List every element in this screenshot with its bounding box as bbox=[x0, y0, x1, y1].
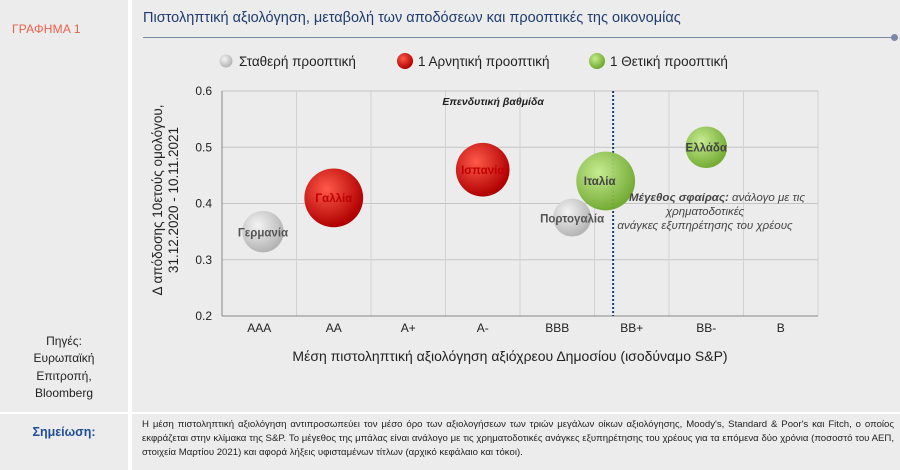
legend-marker bbox=[219, 54, 233, 68]
bubble bbox=[304, 168, 364, 228]
bubble-label: Ελλάδα bbox=[686, 142, 727, 154]
column-gap bbox=[128, 0, 132, 470]
divider bbox=[0, 412, 900, 414]
bubble-label: Ιταλία bbox=[584, 176, 616, 188]
x-tick-label: A- bbox=[477, 321, 489, 335]
x-tick-label: AAA bbox=[247, 321, 271, 335]
y-tick-label: 0.5 bbox=[195, 140, 212, 154]
bubble-label: Ισπανία bbox=[461, 165, 504, 177]
y-tick-label: 0.3 bbox=[195, 253, 212, 267]
sources-text: Πηγές: Ευρωπαϊκή Επιτροπή, Bloomberg bbox=[33, 334, 95, 401]
bubble-label: Γαλλία bbox=[315, 193, 352, 205]
title-rule-dot bbox=[891, 34, 898, 41]
x-tick-label: BB- bbox=[696, 321, 716, 335]
bubble bbox=[455, 142, 510, 197]
x-tick-label: BB+ bbox=[620, 321, 643, 335]
note-label: Σημείωση: bbox=[32, 425, 96, 439]
note-text: Η μέση πιστοληπτική αξιολόγηση αντιπροσω… bbox=[142, 419, 894, 459]
bubble bbox=[553, 198, 592, 237]
y-axis-title: Δ απόδοσης 10ετούς ομολόγου,31.12.2020 -… bbox=[150, 104, 181, 295]
figure-label: ΓΡΑΦΗΜΑ 1 bbox=[12, 22, 81, 36]
legend-marker bbox=[589, 53, 605, 69]
x-tick-label: B bbox=[777, 321, 785, 335]
bubble bbox=[576, 151, 636, 211]
y-tick-label: 0.4 bbox=[195, 197, 212, 211]
chart-title: Πιστοληπτική αξιολόγηση, μεταβολή των απ… bbox=[143, 10, 681, 26]
bubble bbox=[242, 210, 284, 253]
note-left-panel bbox=[0, 414, 128, 470]
x-tick-label: A+ bbox=[401, 321, 416, 335]
chart-panel bbox=[132, 0, 900, 412]
y-tick-label: 0.6 bbox=[195, 84, 212, 98]
y-tick-label: 0.2 bbox=[195, 309, 212, 323]
legend-label: 1 Αρνητική προοπτική bbox=[418, 54, 550, 69]
bubble bbox=[685, 126, 728, 169]
x-axis-title: Μέση πιστοληπτική αξιολόγηση αξιόχρεου Δ… bbox=[292, 348, 727, 364]
legend-label: Σταθερή προοπτική bbox=[239, 54, 356, 69]
bubble-label: Γερμανία bbox=[238, 228, 288, 240]
x-tick-label: AA bbox=[326, 321, 342, 335]
bubble-size-annotation: Μέγεθος σφαίρας: ανάλογο με τις χρηματοδο… bbox=[617, 192, 805, 232]
title-rule bbox=[143, 37, 895, 38]
investment-grade-label: Επενδυτική βαθμίδα bbox=[442, 96, 544, 108]
legend-label: 1 Θετική προοπτική bbox=[610, 54, 728, 69]
x-tick-label: BBB bbox=[545, 321, 569, 335]
left-panel bbox=[0, 0, 128, 412]
note-panel bbox=[132, 414, 900, 470]
legend-marker bbox=[397, 53, 413, 69]
bubble-label: Πορτογαλία bbox=[540, 214, 604, 226]
